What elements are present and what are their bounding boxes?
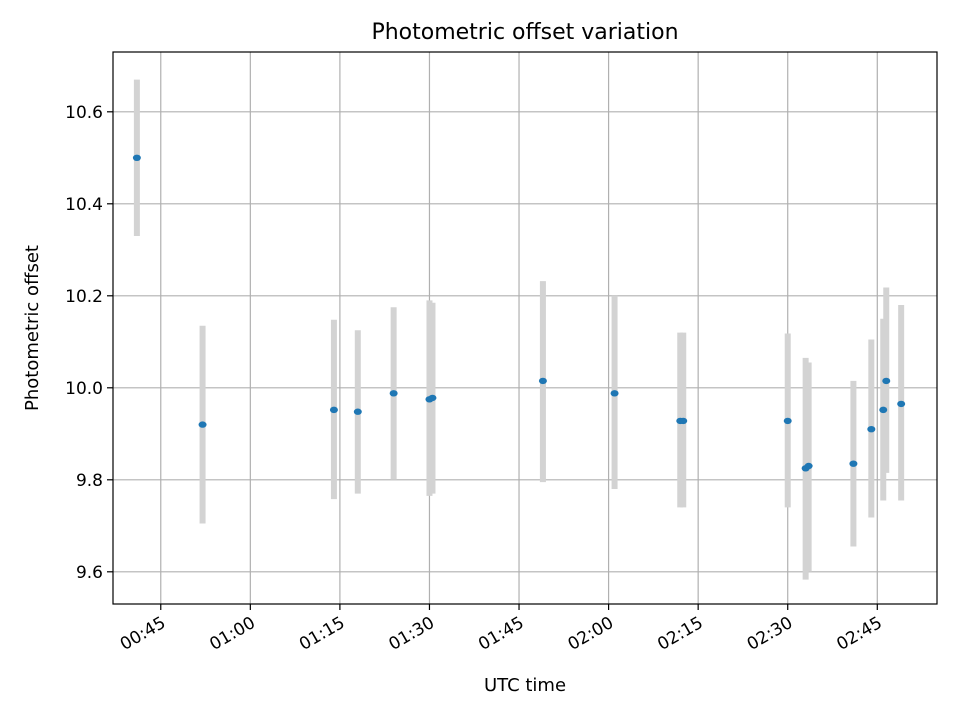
x-tick-label: 02:00 [565,613,617,655]
x-tick-label: 01:30 [386,613,438,655]
y-axis-ticks: 9.6 9.8 10.0 10.2 10.4 10.6 [65,103,113,583]
x-tick-label: 00:45 [117,613,169,655]
data-point [428,394,437,402]
x-tick-label: 01:45 [475,613,527,655]
data-point [867,426,876,433]
data-point [353,408,362,415]
y-tick-label: 10.6 [65,103,103,123]
data-point [610,390,619,397]
data-point [804,462,813,470]
x-axis-ticks: 00:45 01:00 01:15 01:30 01:45 02:00 02:15 02:30… [117,604,886,655]
y-tick-label: 10.0 [65,379,103,399]
data-point [882,377,891,385]
x-tick-label: 02:15 [654,613,706,655]
data-point [879,406,888,414]
grid-lines [113,52,937,604]
data-point [783,417,792,425]
data-points [132,154,906,472]
plot-frame [112,51,938,605]
data-point [849,460,858,467]
x-tick-label: 02:45 [833,613,885,655]
y-axis-label: Photometric offset [22,245,43,411]
x-tick-label: 01:00 [206,613,258,655]
x-tick-label: 02:30 [744,613,796,655]
y-tick-label: 9.8 [76,471,103,491]
data-point [198,421,207,428]
y-tick-label: 10.4 [65,195,103,215]
y-tick-label: 9.6 [76,563,103,583]
data-point [329,406,338,414]
data-point [538,377,547,385]
data-point [679,417,688,425]
y-tick-label: 10.2 [65,287,103,307]
data-point [897,400,906,408]
x-axis-label: UTC time [484,675,566,696]
data-point [389,390,398,397]
x-tick-label: 01:15 [296,613,348,655]
chart-title: Photometric offset variation [371,20,678,45]
data-point [132,154,141,161]
